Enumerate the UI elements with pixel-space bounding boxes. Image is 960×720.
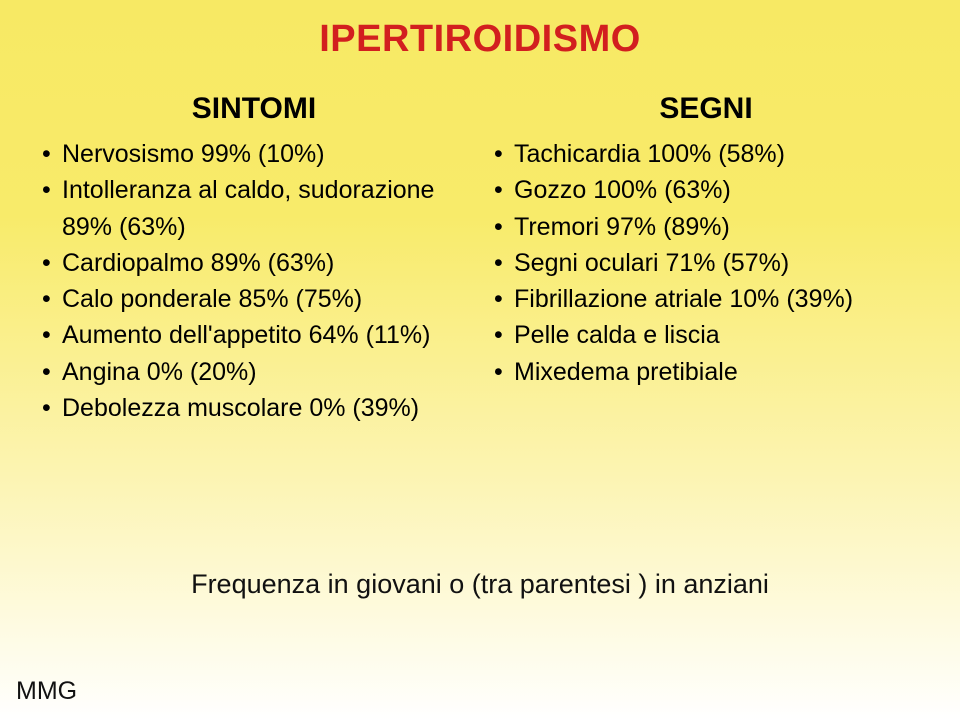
list-item: Aumento dell'appetito 64% (11%) (38, 317, 470, 353)
right-column: SEGNI Tachicardia 100% (58%) Gozzo 100% … (490, 92, 922, 426)
left-column: SINTOMI Nervosismo 99% (10%) Intolleranz… (38, 92, 470, 426)
right-heading: SEGNI (490, 92, 922, 126)
list-item: Pelle calda e liscia (490, 317, 922, 353)
list-item: Tachicardia 100% (58%) (490, 136, 922, 172)
slide: IPERTIROIDISMO SINTOMI Nervosismo 99% (1… (0, 0, 960, 720)
list-item: Nervosismo 99% (10%) (38, 136, 470, 172)
list-item: Cardiopalmo 89% (63%) (38, 245, 470, 281)
list-item: Debolezza muscolare 0% (39%) (38, 390, 470, 426)
footnote: Frequenza in giovani o (tra parentesi ) … (0, 569, 960, 600)
list-item: Segni oculari 71% (57%) (490, 245, 922, 281)
slide-title: IPERTIROIDISMO (0, 18, 960, 61)
list-item: Angina 0% (20%) (38, 354, 470, 390)
list-item: Fibrillazione atriale 10% (39%) (490, 281, 922, 317)
list-item: Mixedema pretibiale (490, 354, 922, 390)
list-item: Tremori 97% (89%) (490, 209, 922, 245)
left-heading: SINTOMI (38, 92, 470, 126)
list-item: Gozzo 100% (63%) (490, 172, 922, 208)
list-item: Calo ponderale 85% (75%) (38, 281, 470, 317)
list-item: Intolleranza al caldo, sudorazione 89% (… (38, 172, 470, 245)
left-list: Nervosismo 99% (10%) Intolleranza al cal… (38, 136, 470, 426)
columns-wrapper: SINTOMI Nervosismo 99% (10%) Intolleranz… (38, 92, 922, 426)
right-list: Tachicardia 100% (58%) Gozzo 100% (63%) … (490, 136, 922, 390)
corner-label: MMG (16, 677, 77, 706)
